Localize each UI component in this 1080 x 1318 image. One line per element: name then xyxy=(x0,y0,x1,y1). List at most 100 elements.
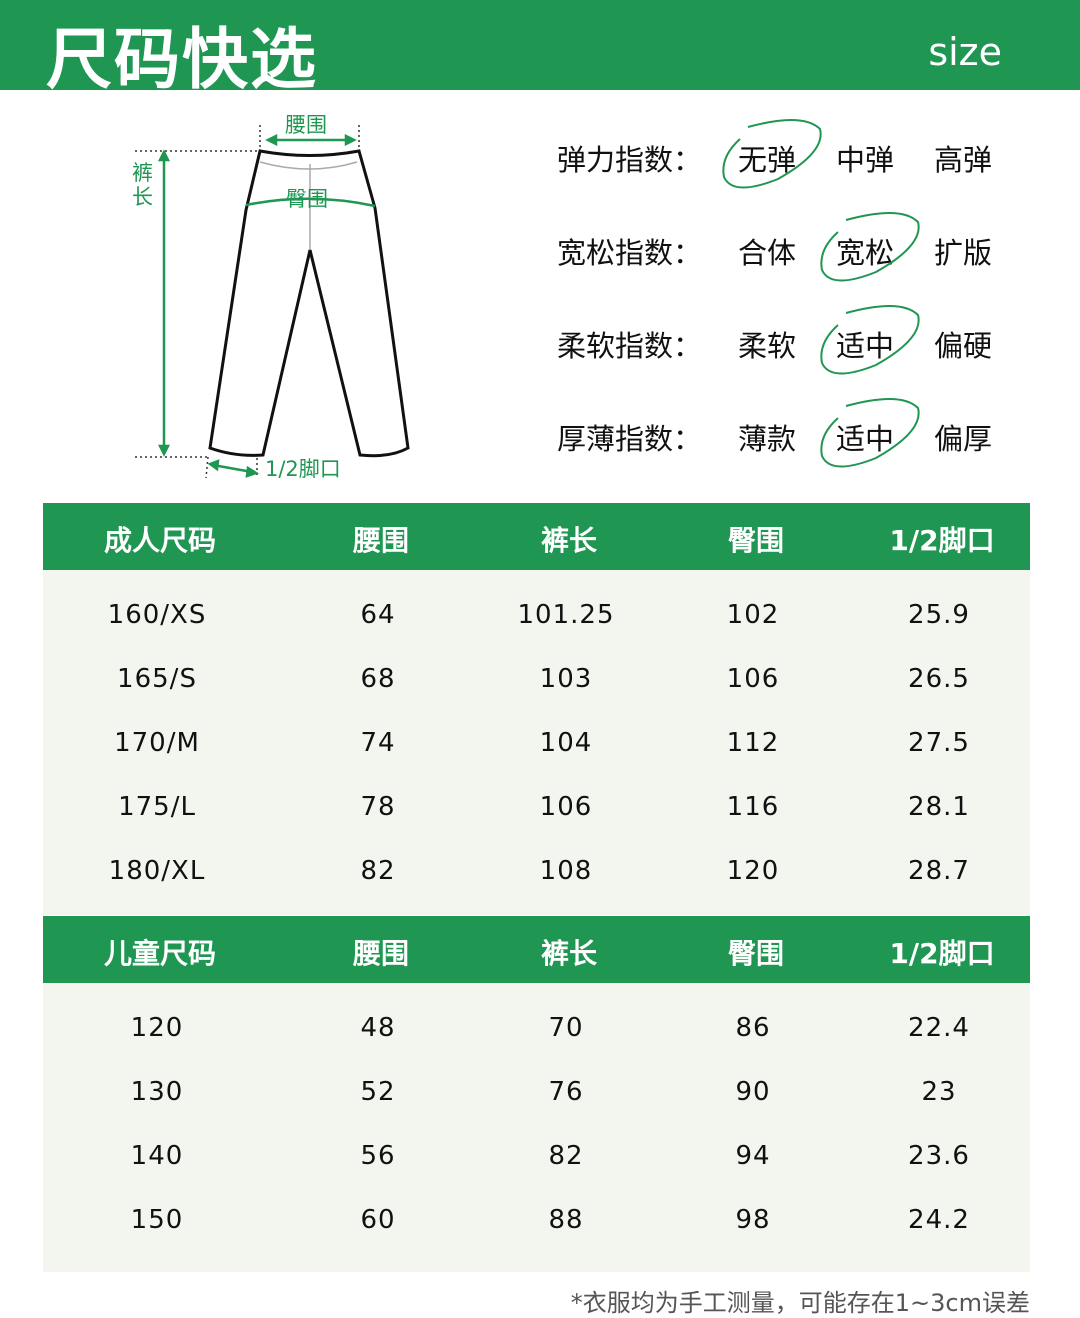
table-cell: 26.5 xyxy=(908,664,970,694)
table-cell: 23.6 xyxy=(908,1141,970,1171)
selected-circle-icon xyxy=(820,304,920,375)
table-cell: 64 xyxy=(360,600,396,630)
adult-table-header: 成人尺码 腰围 裤长 臀围 1/2脚口 xyxy=(43,503,1030,570)
rating-label: 厚薄指数： xyxy=(557,422,703,456)
table-row: 175/L 78 106 116 28.1 xyxy=(43,792,1030,832)
table-cell: 150 xyxy=(130,1205,184,1235)
table-cell: 70 xyxy=(548,1013,584,1043)
column-header: 裤长 xyxy=(540,937,598,970)
table-cell: 28.7 xyxy=(908,856,970,886)
column-header: 腰围 xyxy=(352,937,410,970)
hem-label: 1/2脚口 xyxy=(265,457,341,481)
pants-diagram: 腰围 臀围 裤 长 1/2脚口 xyxy=(100,100,420,490)
pants-illustration: 腰围 臀围 裤 长 1/2脚口 xyxy=(132,113,410,481)
rating-label: 宽松指数： xyxy=(557,236,703,270)
column-header: 1/2脚口 xyxy=(889,524,995,557)
table-cell: 52 xyxy=(360,1077,396,1107)
table-cell: 60 xyxy=(360,1205,396,1235)
table-cell: 82 xyxy=(548,1141,584,1171)
table-row: 160/XS 64 101.25 102 25.9 xyxy=(43,600,1030,640)
rating-option[interactable]: 偏硬 xyxy=(934,329,993,363)
table-cell: 94 xyxy=(735,1141,771,1171)
table-cell: 160/XS xyxy=(107,600,207,630)
table-cell: 165/S xyxy=(117,664,197,694)
page-subtitle: size xyxy=(928,30,1002,74)
column-header: 臀围 xyxy=(727,524,785,557)
table-cell: 103 xyxy=(539,664,593,694)
selected-circle-icon xyxy=(722,118,822,189)
table-row: 130 52 76 90 23 xyxy=(43,1077,1030,1117)
table-row: 165/S 68 103 106 26.5 xyxy=(43,664,1030,704)
table-row: 180/XL 82 108 120 28.7 xyxy=(43,856,1030,896)
table-cell: 106 xyxy=(539,792,593,822)
table-row: 140 56 82 94 23.6 xyxy=(43,1141,1030,1181)
table-row: 170/M 74 104 112 27.5 xyxy=(43,728,1030,768)
rating-option[interactable]: 中弹 xyxy=(836,143,895,177)
rating-option[interactable]: 偏厚 xyxy=(934,422,993,456)
table-cell: 108 xyxy=(539,856,593,886)
rating-option[interactable]: 适中 xyxy=(836,329,895,363)
table-cell: 48 xyxy=(360,1013,396,1043)
rating-row: 弹力指数： 无弹 中弹 高弹 xyxy=(557,118,1017,189)
table-cell: 27.5 xyxy=(908,728,970,758)
table-cell: 120 xyxy=(726,856,780,886)
rating-option[interactable]: 无弹 xyxy=(738,143,797,177)
rating-option[interactable]: 柔软 xyxy=(738,329,797,363)
selected-circle-icon xyxy=(820,211,920,282)
rating-row: 厚薄指数： 薄款 适中 偏厚 xyxy=(557,397,1017,468)
table-cell: 76 xyxy=(548,1077,584,1107)
rating-option[interactable]: 宽松 xyxy=(836,236,895,270)
rating-option[interactable]: 适中 xyxy=(836,422,895,456)
rating-option[interactable]: 薄款 xyxy=(738,422,797,456)
table-cell: 106 xyxy=(726,664,780,694)
table-cell: 101.25 xyxy=(517,600,615,630)
table-cell: 120 xyxy=(130,1013,184,1043)
waist-label: 腰围 xyxy=(285,113,327,137)
column-header: 裤长 xyxy=(540,524,598,557)
rating-label: 弹力指数： xyxy=(557,143,703,177)
table-cell: 23 xyxy=(921,1077,957,1107)
table-cell: 116 xyxy=(726,792,780,822)
table-cell: 180/XL xyxy=(108,856,206,886)
table-cell: 74 xyxy=(360,728,396,758)
column-header: 儿童尺码 xyxy=(103,937,217,970)
table-cell: 90 xyxy=(735,1077,771,1107)
column-header: 成人尺码 xyxy=(103,524,217,557)
table-cell: 102 xyxy=(726,600,780,630)
table-row: 150 60 88 98 24.2 xyxy=(43,1205,1030,1245)
table-row: 120 48 70 86 22.4 xyxy=(43,1013,1030,1053)
column-header: 1/2脚口 xyxy=(889,937,995,970)
rating-option[interactable]: 高弹 xyxy=(934,143,993,177)
hip-label: 臀围 xyxy=(286,187,328,211)
table-cell: 78 xyxy=(360,792,396,822)
table-cell: 130 xyxy=(130,1077,184,1107)
adult-table-body: 160/XS 64 101.25 102 25.9 165/S 68 103 106 26.5 17… xyxy=(43,570,1030,915)
table-cell: 68 xyxy=(360,664,396,694)
rating-option[interactable]: 扩版 xyxy=(934,236,993,270)
table-cell: 88 xyxy=(548,1205,584,1235)
table-cell: 140 xyxy=(130,1141,184,1171)
table-cell: 98 xyxy=(735,1205,771,1235)
table-cell: 22.4 xyxy=(908,1013,970,1043)
length-label-2: 长 xyxy=(132,185,153,209)
column-header: 腰围 xyxy=(352,524,410,557)
table-cell: 86 xyxy=(735,1013,771,1043)
selected-circle-icon xyxy=(820,397,920,468)
kids-table-header: 儿童尺码 腰围 裤长 臀围 1/2脚口 xyxy=(43,916,1030,983)
rating-row: 宽松指数： 合体 宽松 扩版 xyxy=(557,211,1017,282)
table-cell: 112 xyxy=(726,728,780,758)
rating-label: 柔软指数： xyxy=(557,329,703,363)
rating-row: 柔软指数： 柔软 适中 偏硬 xyxy=(557,304,1017,375)
header-bar: 尺码快选 size xyxy=(0,0,1080,98)
table-cell: 24.2 xyxy=(908,1205,970,1235)
column-header: 臀围 xyxy=(727,937,785,970)
table-cell: 104 xyxy=(539,728,593,758)
table-cell: 56 xyxy=(360,1141,396,1171)
table-cell: 82 xyxy=(360,856,396,886)
footnote: *衣服均为手工测量，可能存在1~3cm误差 xyxy=(570,1289,1030,1317)
kids-table-body: 120 48 70 86 22.4 130 52 76 90 23 140 56 82 94 23.6 150… xyxy=(43,983,1030,1272)
page-title: 尺码快选 xyxy=(46,21,318,98)
rating-option[interactable]: 合体 xyxy=(738,236,797,270)
length-label-1: 裤 xyxy=(132,161,153,185)
table-cell: 25.9 xyxy=(908,600,970,630)
